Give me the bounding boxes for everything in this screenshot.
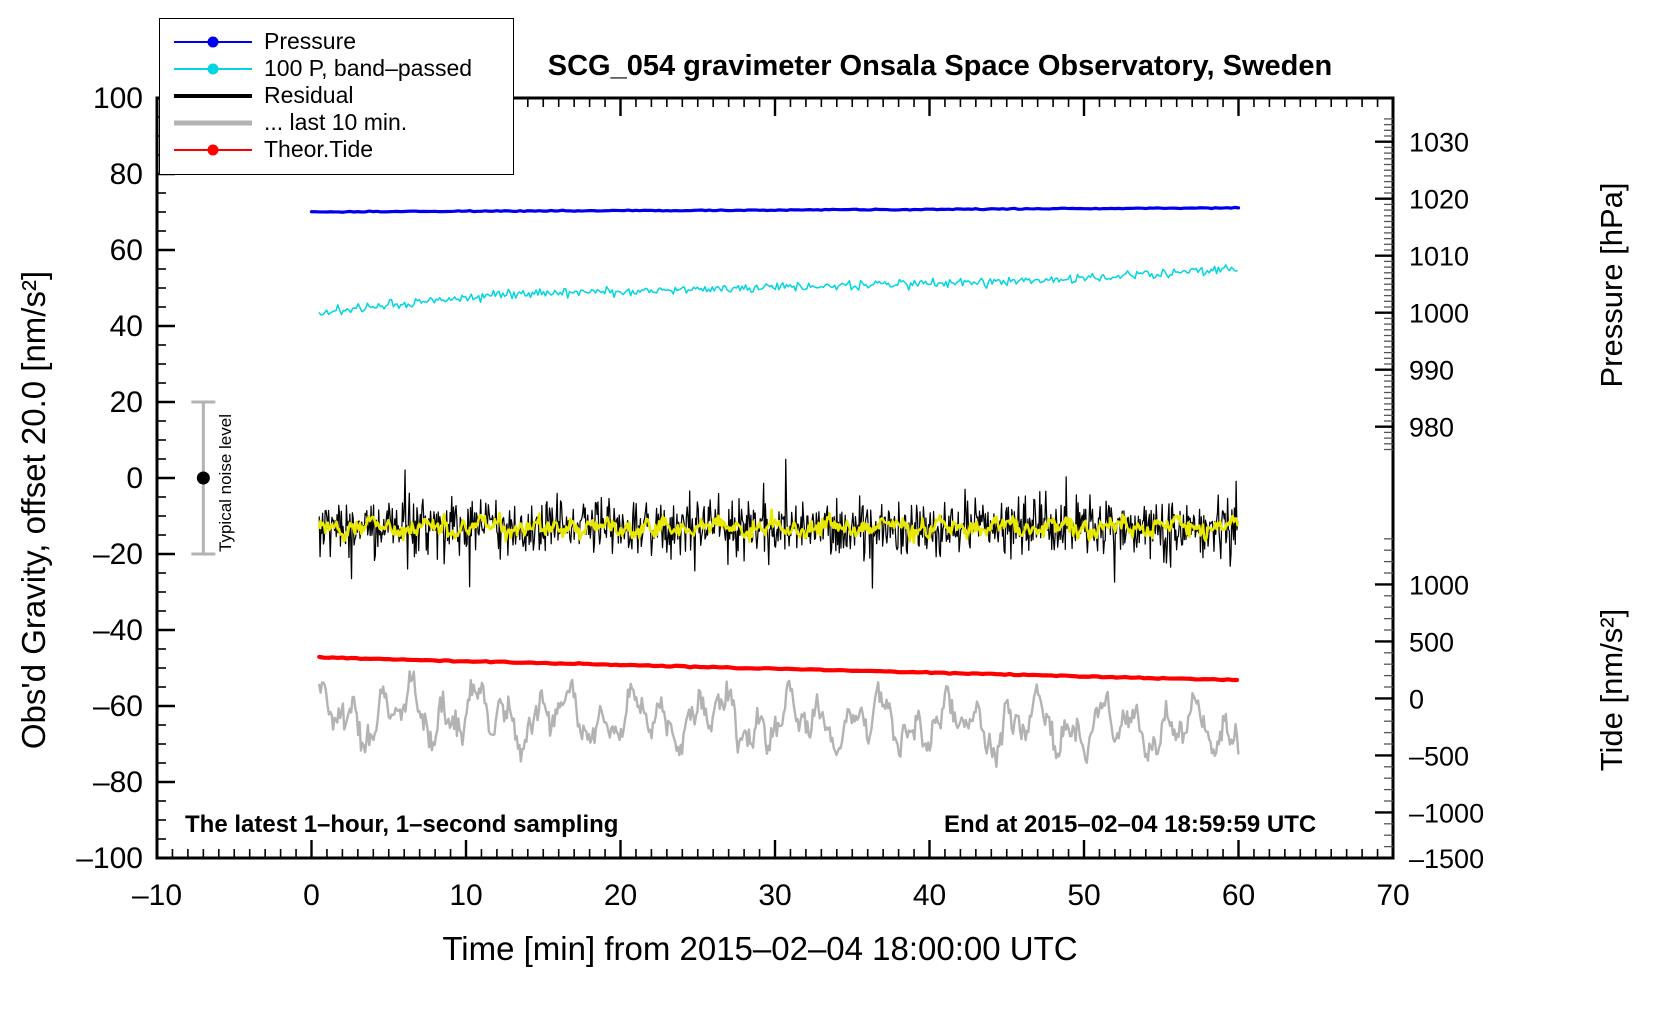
axis-tick-label: 60 bbox=[1222, 879, 1255, 912]
axis-tick-label: –10 bbox=[132, 879, 182, 912]
y-axis-left-label-wrap: Obs'd Gravity, offset 20.0 [nm/s²] bbox=[15, 0, 68, 1020]
axis-tick-label: 30 bbox=[758, 879, 791, 912]
axis-tick-label: –100 bbox=[76, 842, 143, 875]
axis-tick-label: 0 bbox=[126, 462, 143, 495]
legend-swatch-icon bbox=[174, 82, 252, 109]
axis-tick-label: –80 bbox=[93, 766, 143, 799]
axis-tick-label: 1000 bbox=[1409, 570, 1469, 600]
noise-bar-center-dot bbox=[196, 471, 210, 485]
series-band-passed bbox=[318, 264, 1238, 316]
series-theoretical-tide bbox=[317, 654, 1240, 683]
annotation-end-time: End at 2015–02–04 18:59:59 UTC bbox=[944, 811, 1317, 838]
legend-marker-dot-icon bbox=[207, 144, 219, 155]
annotation-sampling: The latest 1–hour, 1–second sampling bbox=[185, 811, 619, 838]
legend-item-label: ... last 10 min. bbox=[264, 109, 408, 135]
series-last-10-min bbox=[318, 670, 1240, 769]
series-residual-smoothed bbox=[317, 508, 1239, 545]
series-pressure bbox=[309, 205, 1241, 214]
axis-tick-label: –500 bbox=[1409, 741, 1469, 771]
axis-tick-label: –40 bbox=[93, 614, 143, 647]
axis-tick-label: 100 bbox=[93, 82, 143, 115]
axis-tick-label: 10 bbox=[449, 879, 482, 912]
typical-noise-level-label: Typical noise level bbox=[216, 414, 235, 552]
legend-item-4: Theor.Tide bbox=[174, 136, 513, 163]
axis-tick-label: 80 bbox=[110, 158, 143, 191]
legend-item-label: 100 P, band–passed bbox=[264, 55, 473, 81]
x-axis-label: Time [min] from 2015–02–04 18:00:00 UTC bbox=[442, 930, 1078, 967]
legend-item-3: ... last 10 min. bbox=[174, 109, 513, 136]
legend-swatch-icon bbox=[174, 55, 252, 82]
axis-tick-label: 0 bbox=[1409, 684, 1424, 714]
legend-item-2: Residual bbox=[174, 82, 513, 109]
legend-swatch-icon bbox=[174, 109, 252, 136]
axis-tick-label: –1000 bbox=[1409, 798, 1484, 828]
axis-tick-label: 20 bbox=[110, 386, 143, 419]
axis-tick-label: –60 bbox=[93, 690, 143, 723]
chart-title: SCG_054 gravimeter Onsala Space Observat… bbox=[547, 50, 1333, 82]
axis-tick-label: 500 bbox=[1409, 627, 1454, 657]
y-axis-left-label: Obs'd Gravity, offset 20.0 [nm/s²] bbox=[15, 270, 52, 750]
legend-marker-dot-icon bbox=[207, 63, 219, 74]
axis-tick-label: 990 bbox=[1409, 356, 1454, 386]
axis-tick-label: 0 bbox=[303, 879, 320, 912]
legend-swatch-icon bbox=[174, 28, 252, 55]
y-axis-right-tide-label: Tide [nm/s²] bbox=[1594, 608, 1629, 772]
legend-item-1: 100 P, band–passed bbox=[174, 55, 513, 82]
axis-tick-label: 60 bbox=[110, 234, 143, 267]
axis-tick-label: 1020 bbox=[1409, 185, 1469, 215]
legend-item-label: Pressure bbox=[264, 28, 357, 54]
axis-tick-label: 40 bbox=[110, 310, 143, 343]
axis-tick-label: –20 bbox=[93, 538, 143, 571]
axis-tick-label: 50 bbox=[1067, 879, 1100, 912]
axis-tick-label: 980 bbox=[1409, 413, 1454, 443]
axis-tick-label: 1010 bbox=[1409, 242, 1469, 272]
chart-legend: Pressure 100 P, band–passed Residual... la… bbox=[159, 18, 514, 175]
axis-tick-label: 1000 bbox=[1409, 299, 1469, 329]
axis-tick-label: 20 bbox=[604, 879, 637, 912]
y-axis-right-pressure-label: Pressure [hPa] bbox=[1594, 182, 1629, 388]
legend-item-label: Residual bbox=[264, 82, 354, 108]
axis-tick-label: –1500 bbox=[1409, 844, 1484, 874]
axis-tick-label: 1030 bbox=[1409, 128, 1469, 158]
legend-item-label: Theor.Tide bbox=[264, 136, 374, 162]
legend-item-0: Pressure bbox=[174, 28, 513, 55]
legend-marker-dot-icon bbox=[207, 36, 219, 47]
axis-tick-label: 40 bbox=[913, 879, 946, 912]
legend-swatch-icon bbox=[174, 136, 252, 163]
axis-tick-label: 70 bbox=[1376, 879, 1409, 912]
